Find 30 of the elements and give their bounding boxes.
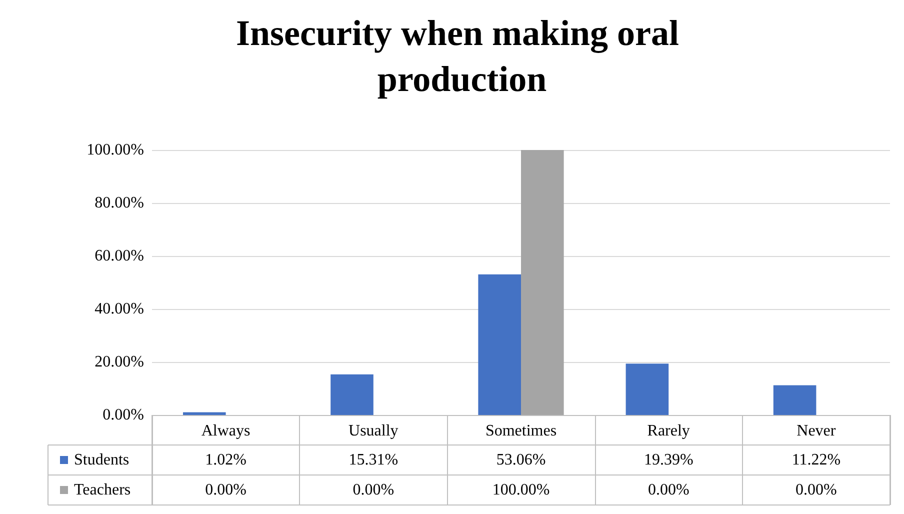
y-tick-label: 80.00% [94,194,144,212]
x-tick-label: Never [796,422,836,440]
bar [330,374,374,415]
y-tick-label: 40.00% [94,300,144,318]
x-tick-label: Rarely [647,422,690,440]
legend-label: Teachers [74,482,131,498]
data-label: 0.00% [352,482,394,498]
y-tick-label: 0.00% [102,406,144,424]
bar [626,364,669,415]
y-tick-label: 60.00% [94,248,144,264]
x-tick-label: Sometimes [485,422,557,440]
bar [182,412,226,415]
y-tick-label: 20.00% [94,354,144,370]
bar [521,150,564,415]
data-label: 53.06% [496,452,546,468]
data-label: 11.22% [792,452,841,468]
data-label: 100.00% [492,482,550,498]
data-label: 15.31% [348,452,398,468]
x-tick-label: Usually [348,422,398,440]
chart-title: Insecurity when making oral production [236,13,688,99]
bar [478,274,521,415]
data-label: 19.39% [644,452,694,468]
x-tick-label: Always [201,422,250,440]
data-label: 1.02% [205,452,246,468]
data-label: 0.00% [796,482,837,498]
data-label: 0.00% [205,482,246,498]
y-tick-label: 100.00% [86,142,144,158]
legend-label: Students [74,452,130,468]
data-label: 0.00% [648,482,690,498]
bar [773,385,816,415]
